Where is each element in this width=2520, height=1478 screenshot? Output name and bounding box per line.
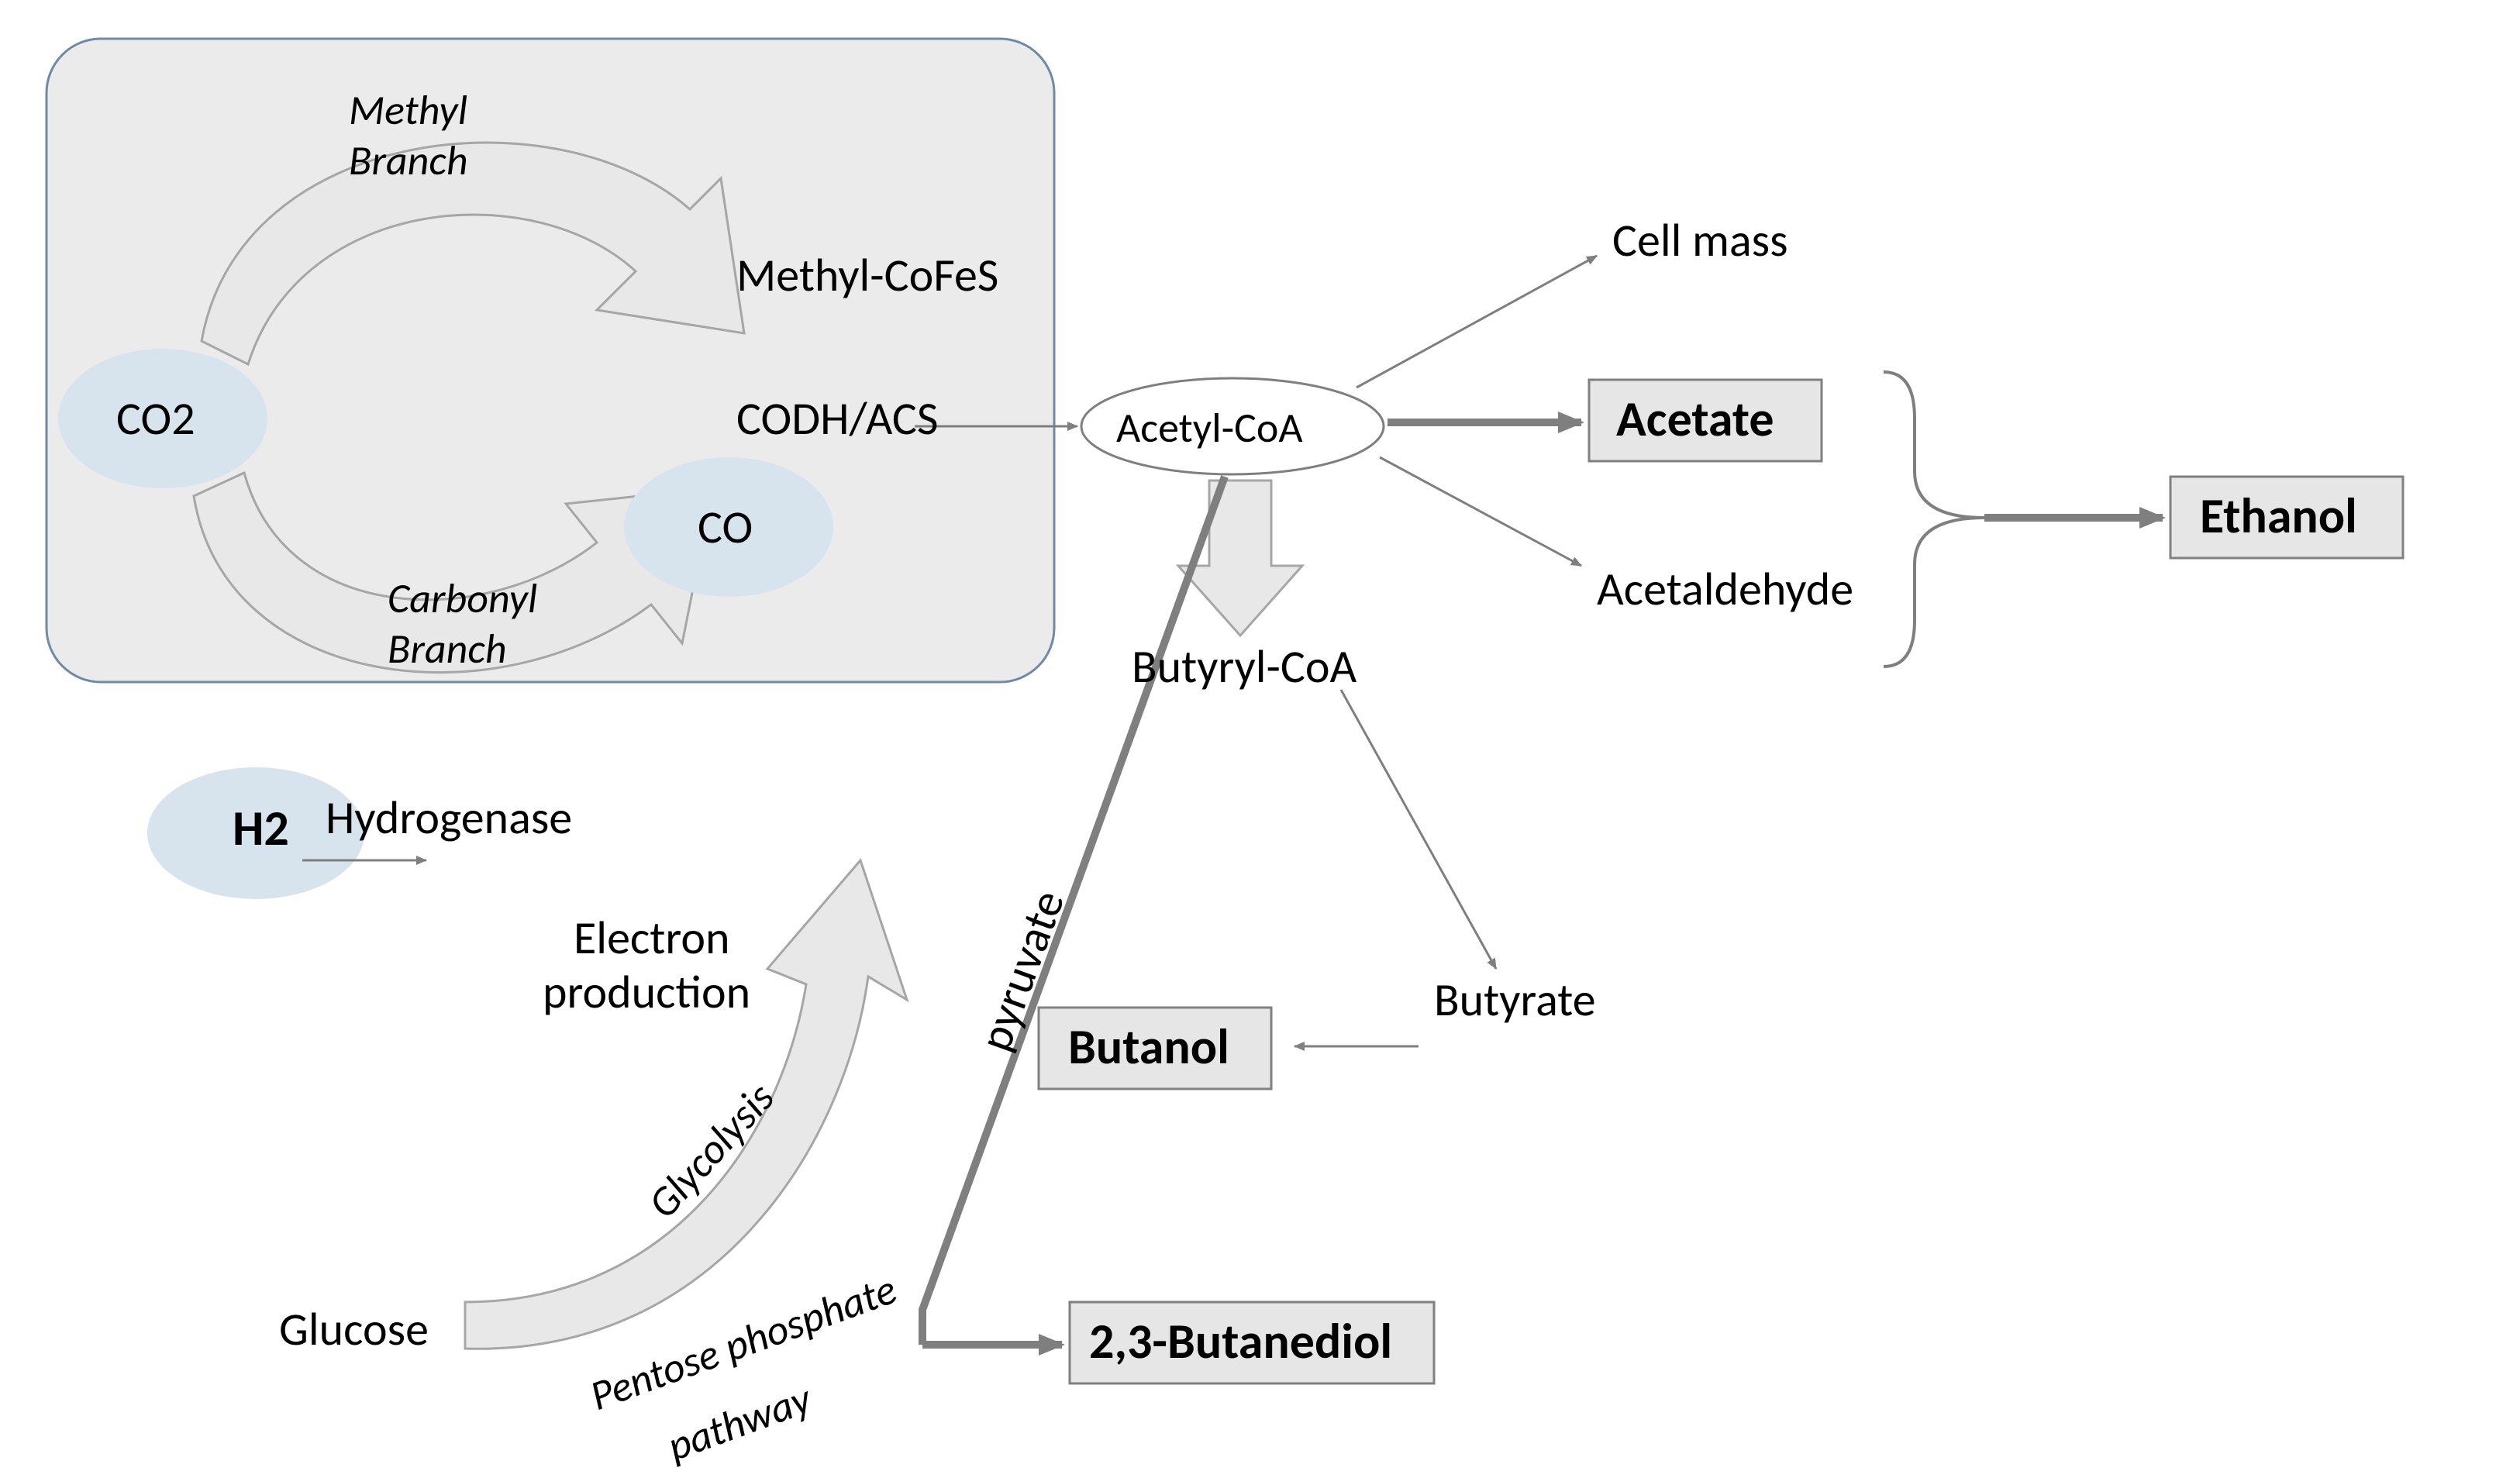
label-electron-2: production [543,964,750,1021]
brace [1884,372,1984,667]
label-co2: CO2 [116,391,195,447]
label-butyryl-coa: Butyryl-CoA [1132,639,1357,695]
acetyl-to-cellmass [1357,256,1597,388]
pathway-diagram: Methyl Branch Carbonyl Branch Methyl-CoF… [0,0,2520,1478]
label-methyl-branch-1: Methyl [349,84,467,136]
label-butyrate: Butyrate [1434,972,1596,1028]
label-carbonyl-branch-2: Branch [388,623,507,674]
label-ethanol: Ethanol [2200,486,2357,546]
label-cell-mass: Cell mass [1612,212,1788,269]
label-h2: H2 [233,798,289,859]
label-glucose: Glucose [279,1301,429,1358]
label-butanol: Butanol [1068,1017,1229,1077]
butyryl-to-butyrate [1341,690,1496,969]
label-hydrogenase: Hydrogenase [326,790,572,846]
label-electron-1: Electron [574,910,730,966]
acetyl-to-acetald [1380,457,1581,566]
label-methyl-branch-2: Branch [349,135,468,186]
label-acetate: Acetate [1616,389,1774,450]
label-acetyl-coa: Acetyl-CoA [1116,402,1303,453]
label-codh-acs: CODH/ACS [736,391,938,447]
label-butanediol: 2,3-Butanediol [1089,1311,1392,1372]
label-carbonyl-branch-1: Carbonyl [388,573,537,624]
label-acetaldehyde: Acetaldehyde [1597,561,1853,618]
label-co: CO [698,499,753,556]
label-methyl-cofes: Methyl-CoFeS [736,247,998,304]
